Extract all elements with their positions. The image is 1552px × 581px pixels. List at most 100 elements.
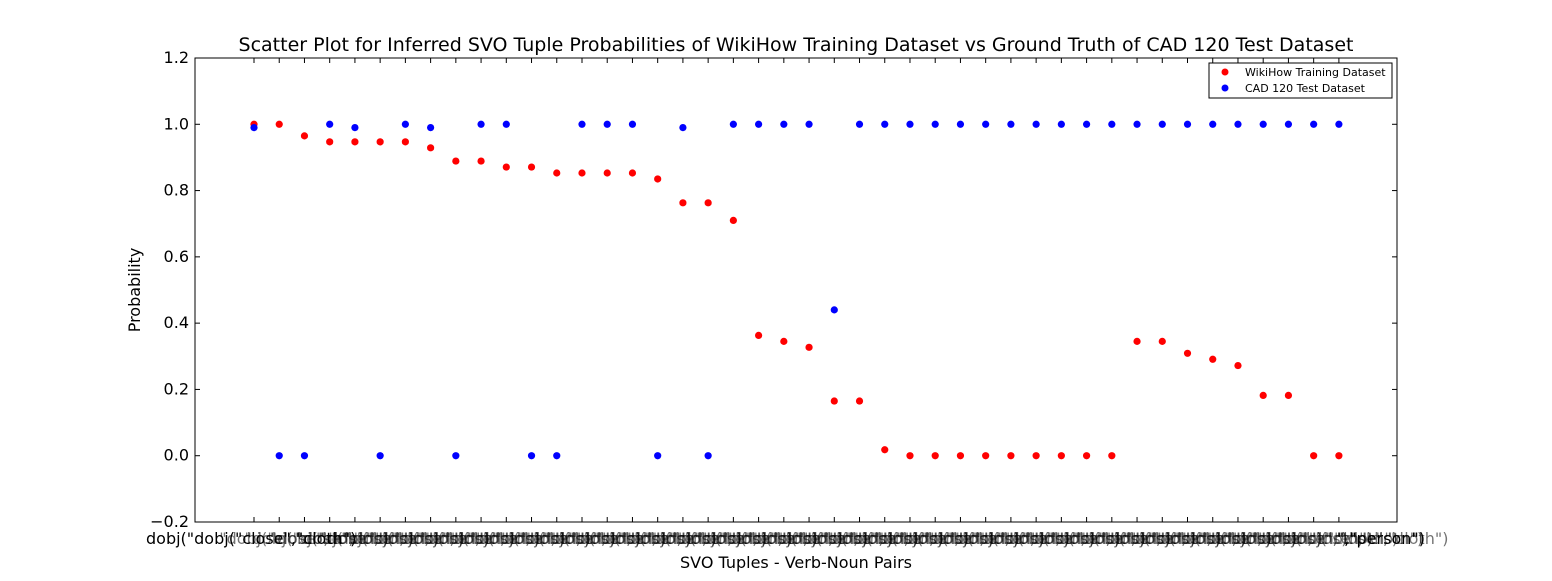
x-tick-label: "dobj("close","cloth") xyxy=(547,529,717,548)
wikihow-point xyxy=(1082,452,1091,460)
wikihow-point xyxy=(1284,391,1293,399)
wikihow-point xyxy=(628,169,637,177)
x-tick-label: "dobj("close","cloth") xyxy=(951,529,1121,548)
cad120-point xyxy=(931,120,939,128)
x-tick-label: "dobj("close","cloth") xyxy=(1128,529,1298,548)
x-tick-label: "dobj("close","cloth") xyxy=(648,529,818,548)
cad120-point xyxy=(755,120,763,128)
x-tick-label: "dobj("close","cloth") xyxy=(926,529,1096,548)
y-tick-label: 0.4 xyxy=(164,313,189,332)
x-tick-label: "dobj("close","cloth") xyxy=(522,529,692,548)
cad120-point xyxy=(1234,120,1242,128)
wikihow-point xyxy=(982,452,990,460)
legend-label-cad120: CAD 120 Test Dataset xyxy=(1245,82,1366,95)
x-tick-label: "dobj("close","cloth") xyxy=(774,529,944,548)
cad120-point xyxy=(956,120,965,128)
x-tick-label: "dobj("close","cloth") xyxy=(976,529,1146,548)
wikihow-point xyxy=(805,343,813,351)
y-tick-label: 1.2 xyxy=(164,48,189,67)
cad120-point xyxy=(351,124,359,132)
cad120-point xyxy=(527,452,536,460)
x-tick-label: "dobj("close","cloth") xyxy=(244,529,414,548)
x-tick-label: "dobj("close","cloth") xyxy=(900,529,1070,548)
x-tick-label: "dobj("close","cloth") xyxy=(572,529,742,548)
x-tick-label: "dobj("close","cloth") xyxy=(1178,529,1348,548)
wikihow-point xyxy=(326,138,334,146)
cad120-point xyxy=(1158,120,1166,128)
wikihow-point xyxy=(1234,361,1242,370)
y-tick-label: 0.2 xyxy=(164,379,189,398)
wikihow-point xyxy=(376,138,384,146)
x-tick-label: "dobj("close","cloth") xyxy=(825,529,995,548)
x-tick-label: "dobj("close","cloth") xyxy=(699,529,869,548)
x-tick-label: "dobj("close","cloth") xyxy=(800,529,970,548)
cad120-point xyxy=(1032,120,1040,128)
wikihow-point xyxy=(1158,337,1166,345)
wikihow-point xyxy=(1259,391,1267,399)
wikihow-point xyxy=(1032,452,1040,460)
wikihow-point xyxy=(1057,452,1065,460)
y-tick-label: 0.0 xyxy=(164,446,189,465)
wikihow-point xyxy=(401,138,409,146)
x-tick-label: "dobj("close","cloth") xyxy=(1102,529,1272,548)
y-axis: −0.2 0.0 0.2 0.4 0.6 0.8 1.0 1.2 xyxy=(150,48,1397,531)
cad120-point xyxy=(729,120,737,128)
wikihow-point xyxy=(780,337,788,345)
cad120-point xyxy=(780,120,788,128)
wikihow-point xyxy=(704,199,712,207)
wikihow-point xyxy=(452,157,460,165)
x-tick-label: "dobj("close","cloth") xyxy=(320,529,490,548)
cad120-point xyxy=(654,452,662,460)
cad120-point xyxy=(1335,120,1343,128)
wikihow-point xyxy=(1209,355,1217,363)
cad120-point xyxy=(679,124,687,132)
x-tick-labels: dobj("dobj("close","cloth") xyxy=(146,529,356,548)
wikihow-point xyxy=(654,175,662,183)
cad120-point xyxy=(300,452,309,460)
x-tick-label: "dobj("close","cloth") xyxy=(295,529,465,548)
x-tick-label-last: ","person") xyxy=(1337,529,1425,548)
wikihow-point xyxy=(729,216,737,224)
x-tick-label: "dobj("close","cloth") xyxy=(749,529,919,548)
x-tick-label: "dobj("close","cloth") xyxy=(1279,529,1449,548)
wikihow-point xyxy=(679,199,687,207)
cad120-point xyxy=(704,452,712,460)
x-tick-label: "dobj("close","cloth") xyxy=(472,529,642,548)
cad120-point xyxy=(881,120,889,128)
wikihow-point xyxy=(275,120,283,128)
cad120-point xyxy=(906,120,914,128)
x-axis-label: SVO Tuples - Verb-Noun Pairs xyxy=(680,553,912,572)
cad120-point xyxy=(855,120,864,128)
wikihow-point xyxy=(477,157,485,165)
wikihow-point xyxy=(351,138,359,146)
legend-marker-cad120 xyxy=(1221,84,1229,92)
cad120-point xyxy=(502,120,510,128)
y-tick-label: 1.0 xyxy=(164,114,189,133)
wikihow-point xyxy=(300,132,309,140)
cad120-point xyxy=(1259,120,1267,128)
x-tick-label: "dobj("close","cloth") xyxy=(724,529,894,548)
wikihow-point xyxy=(427,144,435,152)
wikihow-point xyxy=(553,169,561,177)
legend-box xyxy=(1208,62,1393,99)
wikihow-point xyxy=(931,452,939,460)
wikihow-point xyxy=(830,397,838,405)
x-tick-label: "dobj("close","cloth") xyxy=(497,529,667,548)
wikihow-point xyxy=(527,163,536,171)
cad120-point xyxy=(1310,120,1318,128)
x-tick-label: "dobj("close","cloth") xyxy=(673,529,843,548)
legend-marker-wikihow xyxy=(1221,68,1229,76)
x-tick-label: "dobj("close","cloth") xyxy=(421,529,591,548)
x-tick-label: "dobj("close","cloth") xyxy=(446,529,616,548)
x-tick-label: "dobj("close","cloth") xyxy=(598,529,768,548)
x-tick-label: "dobj("close","cloth") xyxy=(1153,529,1323,548)
wikihow-point xyxy=(1335,452,1343,460)
cad120-point xyxy=(1082,120,1091,128)
y-tick-label: −0.2 xyxy=(150,512,189,531)
x-tick-label: "dobj("close","cloth") xyxy=(1228,529,1398,548)
x-tick-label: "dobj("close","cloth") xyxy=(371,529,541,548)
cad120-point xyxy=(326,120,334,128)
wikihow-point xyxy=(881,446,889,454)
cad120-point xyxy=(628,120,637,128)
wikihow-point xyxy=(956,452,965,460)
